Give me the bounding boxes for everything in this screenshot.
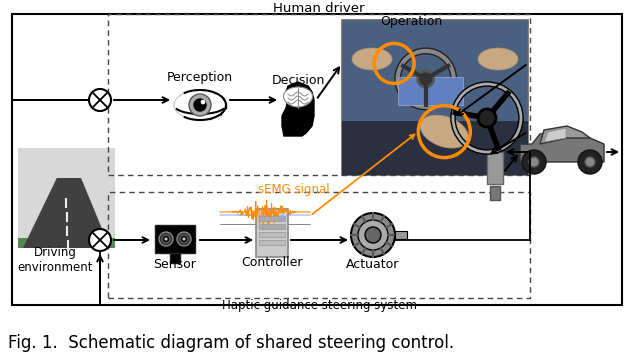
Bar — [256, 209, 288, 257]
Text: Decision: Decision — [271, 75, 324, 87]
Circle shape — [280, 215, 284, 219]
Polygon shape — [520, 130, 604, 162]
Polygon shape — [282, 82, 314, 136]
Polygon shape — [544, 128, 566, 142]
Circle shape — [478, 109, 496, 127]
Circle shape — [182, 237, 186, 240]
Bar — [395, 231, 407, 239]
Circle shape — [177, 232, 191, 246]
Text: Actuator: Actuator — [346, 258, 400, 272]
Circle shape — [89, 89, 111, 111]
Bar — [342, 20, 528, 175]
Ellipse shape — [174, 90, 226, 120]
Circle shape — [365, 227, 381, 243]
Text: Perception: Perception — [167, 71, 233, 84]
Text: Haptic guidance steering system: Haptic guidance steering system — [221, 300, 417, 312]
Circle shape — [89, 229, 111, 251]
Bar — [170, 253, 180, 263]
Circle shape — [201, 100, 205, 104]
Text: Sensor: Sensor — [154, 258, 196, 272]
Polygon shape — [540, 126, 590, 144]
Circle shape — [194, 99, 206, 111]
Text: sEMG signal: sEMG signal — [258, 184, 330, 197]
Text: Fig. 1.  Schematic diagram of shared steering control.: Fig. 1. Schematic diagram of shared stee… — [8, 334, 454, 352]
Ellipse shape — [358, 220, 388, 250]
Circle shape — [189, 94, 211, 116]
Ellipse shape — [352, 48, 392, 70]
Text: Human driver: Human driver — [273, 2, 365, 16]
Bar — [259, 240, 285, 245]
Text: Driving
environment: Driving environment — [17, 246, 93, 274]
Circle shape — [522, 150, 546, 174]
Circle shape — [418, 71, 434, 87]
Bar — [487, 152, 503, 184]
Bar — [259, 232, 285, 237]
Bar — [398, 77, 463, 105]
Bar — [259, 224, 285, 229]
Bar — [18, 238, 115, 248]
Circle shape — [180, 235, 188, 243]
Polygon shape — [284, 87, 312, 107]
Bar — [18, 148, 115, 248]
Ellipse shape — [420, 115, 468, 148]
Circle shape — [159, 232, 173, 246]
Circle shape — [585, 157, 595, 167]
Text: Operation: Operation — [380, 16, 442, 28]
Text: Controller: Controller — [241, 257, 303, 269]
Bar — [108, 14, 530, 175]
Ellipse shape — [351, 213, 395, 257]
Circle shape — [578, 150, 602, 174]
Ellipse shape — [478, 48, 518, 70]
Bar — [108, 192, 530, 298]
Circle shape — [529, 157, 539, 167]
Bar — [342, 121, 528, 175]
Bar — [12, 14, 622, 305]
Bar — [259, 216, 285, 221]
Polygon shape — [23, 178, 110, 248]
Bar — [490, 186, 500, 200]
Circle shape — [164, 237, 168, 240]
Bar — [155, 225, 195, 253]
Circle shape — [162, 235, 170, 243]
